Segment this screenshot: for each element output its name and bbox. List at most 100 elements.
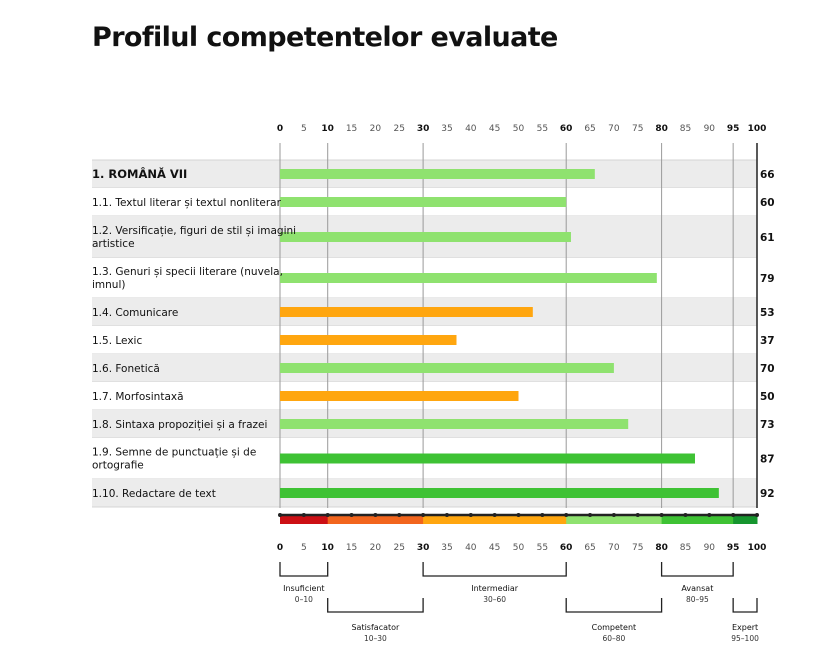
category-label: 1. ROMÂNĂ VII (92, 166, 187, 181)
level-band-segment (423, 515, 448, 524)
bottom-tick-label: 40 (465, 543, 477, 553)
top-tick-label: 55 (537, 124, 548, 134)
bottom-tick-label: 95 (727, 543, 740, 553)
bottom-tick-label: 60 (560, 543, 573, 553)
level-name: Intermediar (471, 584, 519, 593)
bottom-tick-label: 5 (301, 543, 307, 553)
bottom-tick-label: 70 (608, 543, 620, 553)
level-band-tick (468, 513, 473, 517)
level-band-tick (516, 513, 521, 517)
level-band-tick (421, 513, 426, 517)
level-band-segment (542, 515, 567, 524)
top-tick-label: 5 (301, 124, 307, 134)
level-band-tick (755, 513, 759, 517)
level-name: Avansat (681, 584, 713, 593)
level-range: 95–100 (731, 634, 759, 643)
bar (280, 197, 567, 207)
level-range: 30–60 (483, 595, 506, 604)
bottom-tick-label: 0 (277, 543, 283, 553)
data-label: 92 (760, 488, 775, 500)
bar (280, 232, 571, 242)
bottom-tick-label: 90 (704, 543, 716, 553)
top-tick-label: 80 (655, 124, 668, 134)
category-label: 1.8. Sintaxa propoziției și a frazei (92, 419, 267, 431)
level-band-segment (685, 515, 710, 524)
bar (280, 419, 629, 429)
bottom-tick-label: 35 (441, 543, 452, 553)
top-tick-label: 10 (321, 124, 334, 134)
level-band-tick (492, 513, 497, 517)
level-band-tick (588, 513, 593, 517)
level-band-tick (301, 513, 306, 517)
top-tick-label: 50 (513, 124, 525, 134)
level-band-tick (731, 513, 736, 517)
level-bracket (422, 562, 567, 577)
bar (280, 307, 533, 317)
category-label: artistice (92, 238, 135, 250)
level-band-tick (444, 513, 449, 517)
level-band-tick (278, 513, 282, 517)
top-tick-label: 40 (465, 124, 477, 134)
level-band-segment (613, 515, 639, 524)
level-band-segment (637, 515, 663, 524)
level-bracket (327, 598, 424, 613)
top-tick-label: 70 (608, 124, 620, 134)
level-name: Insuficient (283, 584, 324, 593)
level-range: 10–30 (364, 634, 387, 643)
top-tick-label: 35 (441, 124, 452, 134)
level-bracket (279, 562, 329, 577)
top-tick-label: 45 (489, 124, 500, 134)
level-band-segment (494, 515, 519, 524)
top-tick-label: 30 (417, 124, 430, 134)
bar (280, 273, 657, 283)
top-tick-label: 90 (704, 124, 716, 134)
level-name: Satisfacator (351, 623, 400, 632)
bottom-tick-label: 30 (417, 543, 430, 553)
data-label: 79 (760, 273, 775, 285)
top-tick-label: 85 (680, 124, 691, 134)
level-band-tick (683, 513, 688, 517)
level-band-tick (397, 513, 402, 517)
bar (280, 488, 719, 498)
level-bracket (660, 562, 734, 577)
bottom-tick-label: 75 (632, 543, 643, 553)
bar (280, 363, 614, 373)
category-label: 1.9. Semne de punctuație și de (92, 447, 256, 459)
level-range: 0–10 (295, 595, 313, 604)
level-band-tick (635, 513, 640, 517)
category-label: 1.2. Versificație, figuri de stil și ima… (92, 225, 296, 237)
level-bracket (565, 598, 663, 613)
category-label: 1.10. Redactare de text (92, 488, 216, 500)
bottom-tick-label: 100 (748, 543, 767, 553)
bar (280, 391, 519, 401)
level-band-tick (540, 513, 545, 517)
top-tick-label: 15 (346, 124, 357, 134)
bar (280, 169, 595, 179)
data-label: 50 (760, 391, 775, 403)
category-label: imnul) (92, 279, 125, 291)
data-label: 66 (760, 169, 775, 181)
level-band-segment (399, 515, 424, 524)
top-tick-label: 65 (584, 124, 595, 134)
category-label: 1.6. Fonetică (92, 363, 160, 375)
data-label: 73 (760, 419, 775, 431)
category-label: 1.1. Textul literar și textul nonliterar (92, 197, 282, 209)
level-band-tick (659, 513, 664, 517)
data-label: 70 (760, 363, 775, 375)
category-label: 1.3. Genuri și specii literare (nuvela, (92, 266, 283, 278)
data-label: 61 (760, 232, 775, 244)
level-band-segment (733, 515, 758, 524)
bottom-tick-label: 15 (346, 543, 357, 553)
level-band-segment (446, 515, 472, 524)
bottom-tick-label: 20 (370, 543, 382, 553)
bottom-tick-label: 65 (584, 543, 595, 553)
bottom-tick-label: 45 (489, 543, 500, 553)
bar (280, 453, 695, 464)
level-band-segment (303, 515, 329, 524)
data-label: 60 (760, 197, 775, 209)
top-tick-label: 100 (748, 124, 767, 134)
level-band-segment (661, 515, 686, 524)
level-band-segment (518, 515, 543, 524)
level-band-segment (590, 515, 615, 524)
level-name: Competent (592, 623, 637, 632)
